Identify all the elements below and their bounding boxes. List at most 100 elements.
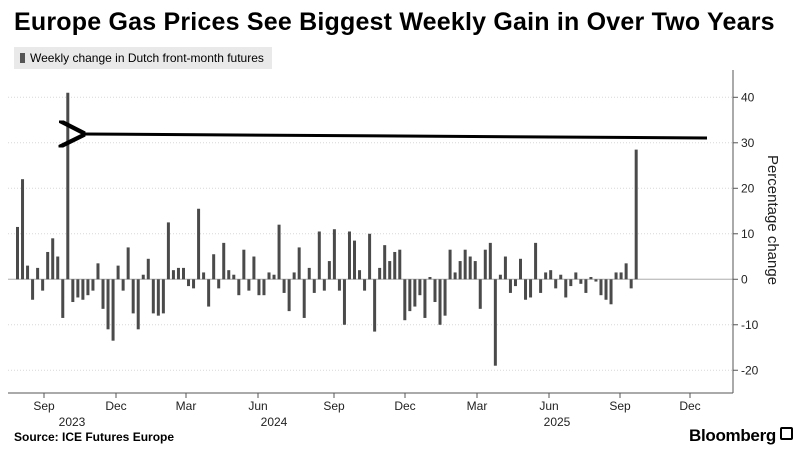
bar bbox=[207, 279, 211, 307]
bar bbox=[41, 279, 45, 291]
bar bbox=[71, 279, 75, 303]
bar bbox=[61, 279, 65, 318]
bar bbox=[51, 238, 55, 280]
bar bbox=[624, 263, 628, 280]
bar bbox=[629, 279, 633, 289]
x-tick-label: Jun bbox=[248, 399, 267, 413]
bar bbox=[554, 279, 558, 289]
bar bbox=[96, 263, 100, 280]
bar bbox=[166, 222, 170, 280]
bar bbox=[594, 279, 598, 282]
bar bbox=[272, 274, 276, 280]
bar bbox=[252, 256, 256, 280]
bar bbox=[408, 279, 412, 312]
bar bbox=[549, 270, 553, 280]
bar bbox=[317, 231, 321, 280]
bar bbox=[393, 251, 397, 280]
bar bbox=[468, 256, 472, 280]
bar bbox=[327, 261, 331, 280]
bar bbox=[242, 249, 246, 280]
bar bbox=[101, 279, 105, 309]
bar bbox=[171, 270, 175, 280]
bar bbox=[151, 279, 155, 314]
bar bbox=[574, 272, 578, 280]
bar bbox=[332, 229, 336, 280]
bar bbox=[277, 224, 281, 280]
bar bbox=[212, 254, 216, 280]
bar bbox=[36, 267, 40, 280]
bar bbox=[614, 272, 618, 280]
bar bbox=[141, 274, 145, 280]
bar bbox=[579, 279, 583, 284]
bar bbox=[156, 279, 160, 316]
bloomberg-terminal-icon bbox=[780, 427, 793, 440]
bar bbox=[403, 279, 407, 321]
bar bbox=[91, 279, 95, 291]
bar bbox=[126, 247, 130, 280]
bar bbox=[146, 258, 150, 280]
bar bbox=[478, 279, 482, 309]
bar bbox=[519, 258, 522, 280]
bar bbox=[46, 251, 50, 280]
bar bbox=[498, 274, 502, 280]
bar bbox=[383, 245, 387, 280]
bar bbox=[237, 279, 241, 296]
bar bbox=[433, 279, 437, 303]
bar bbox=[619, 272, 623, 280]
bar bbox=[297, 247, 301, 280]
bar bbox=[227, 270, 231, 280]
bar bbox=[544, 272, 548, 280]
chart-title: Europe Gas Prices See Biggest Weekly Gai… bbox=[14, 8, 775, 36]
bar bbox=[66, 92, 70, 280]
bar bbox=[508, 279, 512, 293]
bar bbox=[493, 279, 497, 366]
bar bbox=[589, 276, 593, 280]
bar bbox=[16, 226, 19, 280]
x-year-label: 2025 bbox=[544, 415, 571, 429]
bar bbox=[86, 279, 90, 296]
bar bbox=[488, 242, 492, 280]
x-tick-label: Dec bbox=[105, 399, 126, 413]
bar bbox=[513, 279, 517, 287]
bar bbox=[232, 274, 236, 280]
y-tick-label: 30 bbox=[741, 136, 755, 150]
bar bbox=[131, 279, 135, 314]
bar bbox=[418, 279, 422, 296]
x-tick-label: Dec bbox=[679, 399, 700, 413]
x-year-label: 2023 bbox=[59, 415, 86, 429]
bar bbox=[26, 265, 30, 280]
bar bbox=[257, 279, 261, 296]
y-tick-label: -20 bbox=[741, 363, 759, 377]
annotation-arrow bbox=[83, 134, 708, 138]
bar bbox=[534, 242, 538, 280]
bar bbox=[176, 267, 180, 280]
y-tick-label: 0 bbox=[741, 272, 748, 286]
bar bbox=[448, 249, 452, 280]
legend-label: Weekly change in Dutch front-month futur… bbox=[30, 51, 264, 65]
source-note: Source: ICE Futures Europe bbox=[14, 430, 175, 444]
bar bbox=[453, 272, 457, 280]
bar bbox=[76, 279, 80, 298]
bar bbox=[564, 279, 568, 298]
bar bbox=[503, 256, 507, 280]
bar bbox=[337, 279, 341, 291]
bar bbox=[413, 279, 417, 307]
y-tick-label: -10 bbox=[741, 318, 759, 332]
bar bbox=[267, 272, 271, 280]
y-tick-label: 20 bbox=[741, 181, 755, 195]
bar bbox=[378, 267, 382, 280]
bar bbox=[609, 279, 613, 305]
x-tick-label: Sep bbox=[323, 399, 345, 413]
bar bbox=[21, 179, 25, 280]
bar bbox=[136, 279, 140, 330]
bar bbox=[373, 279, 377, 332]
chart-legend: Weekly change in Dutch front-month futur… bbox=[14, 47, 272, 69]
bar bbox=[31, 279, 35, 300]
bar bbox=[604, 279, 608, 300]
legend-swatch bbox=[20, 53, 25, 63]
bar bbox=[463, 249, 467, 280]
bar bbox=[197, 208, 201, 280]
bar bbox=[398, 249, 402, 280]
bar bbox=[111, 279, 115, 341]
